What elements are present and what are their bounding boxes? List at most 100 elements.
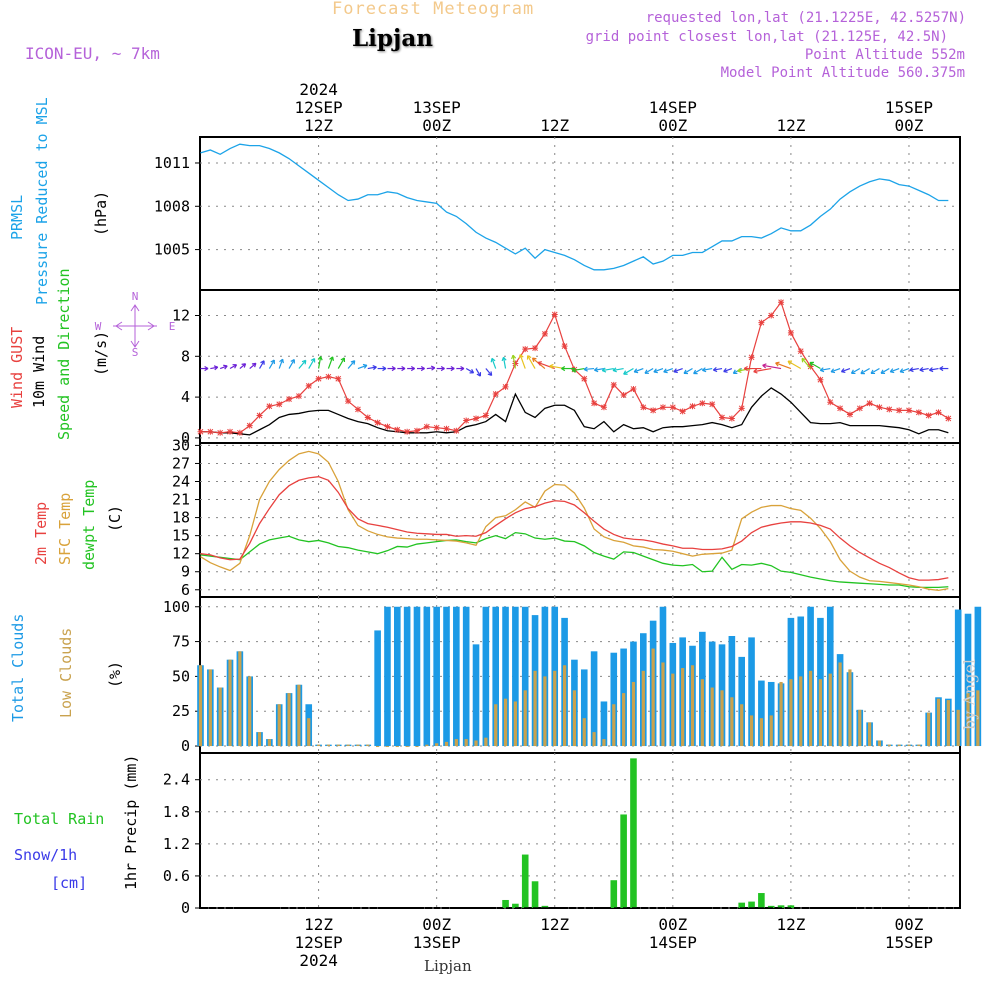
- wind-direction-arrowhead: [549, 363, 554, 369]
- wind-direction-arrowhead: [204, 365, 209, 372]
- wind-direction-arrow: [268, 359, 275, 369]
- wind-direction-arrow: [278, 358, 284, 369]
- wind-direction-arrow: [337, 357, 345, 369]
- wind-gust-line-marker: [758, 319, 765, 326]
- low-cloud-bar: [562, 665, 567, 747]
- wind-direction-arrow: [860, 368, 870, 375]
- wind-gust-line-marker: [354, 406, 361, 413]
- wind-speed-ylabel: 10m Wind: [30, 336, 48, 408]
- total-cloud-bar: [384, 606, 391, 747]
- y-tick-label-clouds: 50: [172, 667, 190, 685]
- wind-direction-arrowhead: [612, 367, 617, 373]
- wind-gust-line-marker: [266, 403, 273, 410]
- wind-gust-line-marker: [581, 375, 588, 382]
- clouds-unit-label: (%): [106, 661, 124, 688]
- wind-direction-arrowhead: [511, 354, 517, 360]
- wind-gust-line-marker: [787, 329, 794, 336]
- wind-gust-line-marker: [837, 405, 844, 412]
- wind-direction-arrow: [753, 367, 772, 373]
- snow-label: Snow/1h: [14, 846, 77, 864]
- total-cloud-bar: [521, 606, 529, 747]
- rain-bar: [502, 899, 509, 908]
- wind-direction-arrow: [909, 367, 919, 371]
- wind-direction-arrow: [572, 367, 585, 372]
- total-cloud-bar: [541, 606, 549, 747]
- wind-gust-line-marker: [778, 299, 785, 306]
- pressure-ylabel-short: PRMSL: [8, 195, 26, 240]
- wind-direction-arrow: [830, 367, 841, 373]
- wind-direction-arrowhead: [251, 362, 257, 368]
- low-cloud-bar: [326, 744, 331, 747]
- rain-bar: [748, 901, 755, 908]
- y-tick-label-temp: 30: [172, 436, 190, 454]
- wind-gust-line-marker: [256, 412, 263, 419]
- wind-direction-arrowhead: [561, 365, 566, 372]
- wind-gust-line-marker: [925, 412, 932, 419]
- low-cloud-bar: [444, 741, 449, 747]
- wind-direction-arrowhead: [801, 357, 807, 363]
- wind-direction-arrow: [317, 356, 322, 369]
- wind-direction-arrowhead: [290, 358, 295, 364]
- pressure-unit-label: (hPa): [92, 191, 110, 236]
- wind-direction-arrowhead: [850, 369, 856, 375]
- wind-direction-arrow: [210, 366, 218, 370]
- wind-direction-arrow: [308, 358, 316, 369]
- wind-gust-line-marker: [866, 400, 873, 407]
- top-time-label: 00Z: [895, 116, 924, 135]
- rain-bar: [738, 902, 745, 908]
- wind-gust-line-marker: [728, 415, 735, 422]
- low-clouds-ylabel: Low Clouds: [57, 628, 75, 718]
- top-time-label: 00Z: [422, 116, 451, 135]
- low-cloud-bar: [848, 669, 852, 747]
- low-cloud-bar: [789, 679, 793, 747]
- low-cloud-bar: [435, 743, 439, 747]
- low-cloud-bar: [877, 740, 882, 747]
- wind-gust-line-marker: [905, 407, 912, 414]
- top-time-label: 12SEP: [294, 98, 342, 117]
- low-cloud-bar: [622, 693, 626, 747]
- y-tick-label-clouds: 100: [163, 598, 190, 616]
- low-cloud-bar: [523, 690, 527, 747]
- total-cloud-bar: [738, 656, 745, 747]
- rain-bar: [541, 905, 549, 908]
- wind-direction-arrowhead: [440, 365, 445, 372]
- location-title: Lipjan: [352, 25, 433, 52]
- wind-direction-arrowhead: [775, 361, 780, 367]
- wind-gust-line-marker: [207, 428, 214, 435]
- wind-direction-arrowhead: [531, 357, 537, 363]
- bottom-time-label: 12Z: [304, 915, 333, 934]
- low-cloud-bar: [494, 704, 498, 747]
- y-tick-label-pressure: 1011: [154, 154, 190, 172]
- low-cloud-bar: [956, 709, 960, 747]
- wind-direction-arrow: [465, 368, 474, 374]
- wind-gust-line-marker: [335, 375, 342, 382]
- wind-gust-line-marker: [768, 312, 775, 319]
- wind-direction-arrowhead: [223, 364, 228, 370]
- y-tick-label-clouds: 25: [172, 702, 190, 720]
- low-cloud-bar: [740, 704, 744, 747]
- wind-direction-arrow: [519, 354, 526, 369]
- y-tick-label-temp: 9: [181, 563, 190, 581]
- panel-frame-precip: [199, 752, 961, 909]
- wind-direction-arrow: [673, 367, 683, 373]
- wind-direction-arrowhead: [526, 355, 532, 360]
- y-tick-label-temp: 24: [172, 473, 190, 491]
- wind-direction-arrowhead: [232, 364, 238, 369]
- wind-gust-line-marker: [650, 407, 657, 414]
- compass-s: S: [132, 346, 139, 359]
- wind-direction-arrowhead: [518, 354, 524, 359]
- wind-direction-arrowhead: [490, 357, 496, 363]
- wind-direction-arrowhead: [372, 365, 377, 371]
- wind-gust-line-marker: [384, 423, 391, 430]
- low-cloud-bar: [602, 739, 606, 747]
- low-cloud-bar: [553, 670, 557, 747]
- low-cloud-bar: [779, 681, 783, 747]
- bottom-time-label: 15SEP: [885, 933, 933, 952]
- wind-direction-arrow: [623, 368, 634, 375]
- low-cloud-bar: [425, 744, 429, 747]
- wind-direction-arrow: [787, 360, 802, 370]
- low-cloud-bar: [238, 651, 242, 747]
- wind-gust-line-marker: [404, 428, 411, 435]
- wind-direction-arrowhead: [430, 365, 436, 371]
